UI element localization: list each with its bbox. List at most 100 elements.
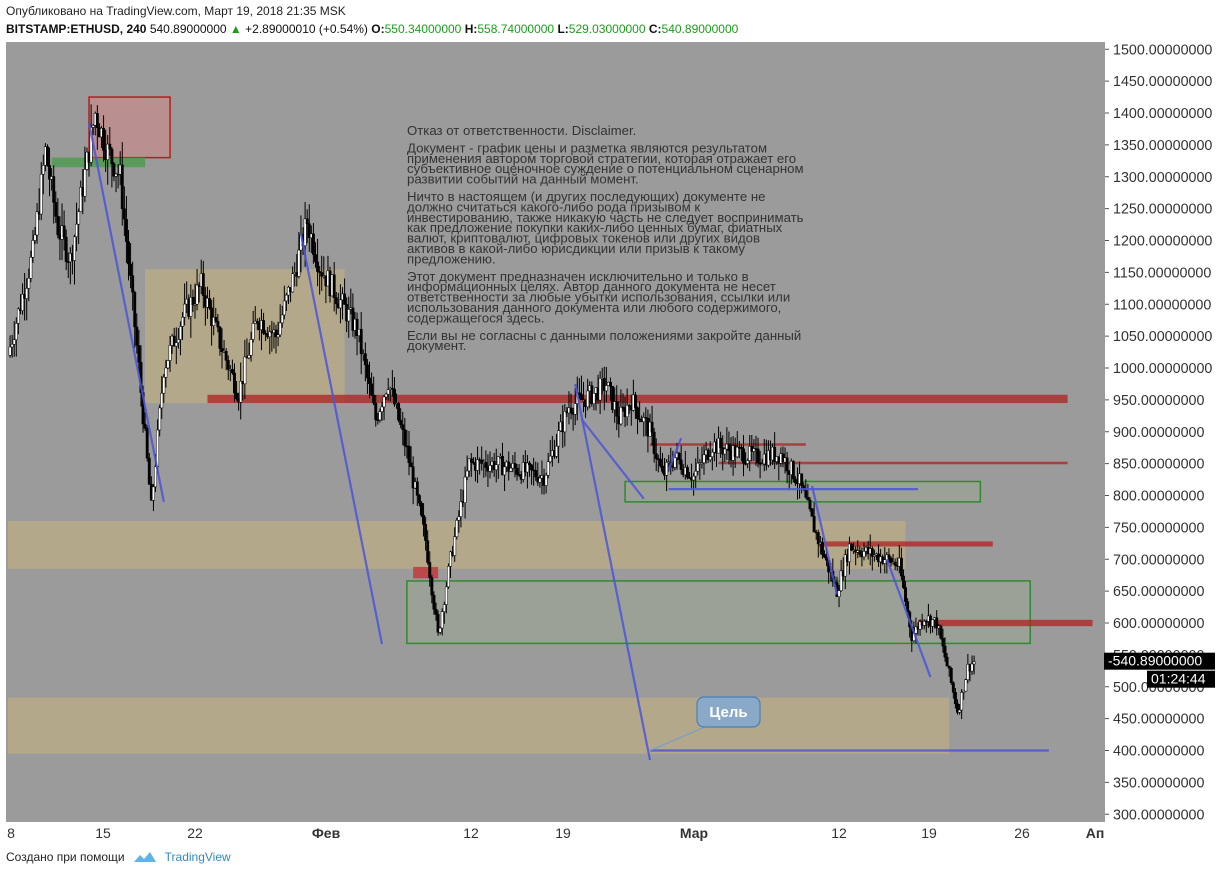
candle [598, 371, 602, 415]
candle [515, 463, 519, 481]
candle [120, 142, 124, 226]
candle [311, 223, 315, 264]
candle [127, 229, 130, 281]
candle [525, 454, 529, 489]
candle [970, 655, 974, 675]
candle [14, 317, 18, 357]
trendline-1[interactable] [299, 233, 384, 645]
candle [883, 547, 887, 574]
candle [557, 421, 561, 464]
time-axis[interactable]: 8 15 22 Фев 12 19 Мар 12 19 26 Ап [0, 822, 1231, 844]
candle [224, 348, 228, 371]
x-tick-label: 12 [463, 825, 479, 841]
zone-range-green-5[interactable] [406, 580, 1031, 645]
close-value: 540.89000000 [661, 22, 739, 36]
trendline-2[interactable] [574, 383, 652, 761]
candle [21, 283, 24, 315]
candle [316, 238, 320, 287]
candle [195, 269, 199, 311]
plot-area[interactable] [6, 42, 1105, 822]
candle [216, 313, 220, 333]
candle [935, 610, 939, 636]
candle [390, 370, 394, 397]
candle [112, 162, 116, 182]
y-tick-label: 1350.00000000 [1113, 138, 1212, 154]
zone-range-4[interactable] [8, 697, 950, 754]
price-axis[interactable]: 1500.00000000 1450.00000000 1400.00000000 1… [1104, 42, 1231, 823]
candle [839, 559, 843, 592]
candle [945, 652, 949, 667]
zone-resistance-line-10[interactable] [818, 541, 993, 547]
close-label: C: [648, 22, 662, 36]
footer: Создано при помощи TradingView [6, 850, 231, 864]
candle [823, 550, 826, 559]
ohlc-legend: BITSTAMP:ETHUSD, 240 540.89000000 ▲ +2.8… [6, 22, 738, 36]
candle [480, 446, 484, 471]
zone-small-red-12[interactable] [413, 566, 439, 579]
candle [276, 321, 280, 347]
candle [332, 261, 336, 312]
candle [870, 546, 874, 571]
candle [459, 488, 463, 528]
candle [249, 331, 253, 362]
tradingview-link[interactable]: TradingView [164, 850, 231, 864]
published-caption: Опубликовано на TradingView.com, Март 19… [6, 4, 346, 18]
candle [255, 318, 259, 331]
candle [432, 591, 436, 615]
disclaimer-line: применения автором торговой стратегии, к… [407, 151, 796, 166]
candle [843, 549, 847, 590]
target-callout[interactable]: Цель [649, 696, 761, 752]
candle [943, 637, 947, 662]
candle [181, 312, 184, 340]
candle [546, 452, 550, 479]
candle [66, 252, 70, 279]
zone-resistance-line-11[interactable] [918, 619, 1093, 627]
trendline-5[interactable] [667, 437, 683, 471]
candle [151, 483, 155, 512]
candle [960, 689, 964, 720]
y-tick-label: 400.00000000 [1113, 744, 1204, 760]
candle [25, 278, 29, 321]
candle [54, 191, 58, 223]
candle [133, 290, 137, 348]
candle [642, 412, 646, 437]
candle [166, 359, 170, 370]
candle [509, 463, 513, 473]
x-tick-label: Фев [312, 825, 341, 841]
disclaimer-line: инвестированию, также никакую часть не с… [407, 210, 804, 225]
candle [677, 451, 681, 465]
candle [374, 394, 378, 427]
candle [106, 135, 110, 185]
candle [941, 628, 945, 653]
high-label: H: [464, 22, 478, 36]
disclaimer-line: развитии событий на данный момент. [407, 172, 639, 187]
candle [455, 517, 459, 540]
candle [73, 234, 76, 285]
zone-resistance-line-9[interactable] [718, 461, 1068, 465]
disclaimer-line: ответственности за любые убытки использо… [407, 290, 790, 305]
candle [723, 447, 727, 463]
trendline-3[interactable] [580, 418, 645, 500]
zone-support-line-1[interactable] [51, 157, 146, 168]
candle [359, 312, 363, 375]
candle [503, 461, 507, 492]
candle [386, 378, 390, 401]
candle [434, 602, 438, 621]
disclaimer-line: Этот документ предназначен исключительно… [407, 269, 749, 284]
candle [35, 203, 39, 244]
trendline-0[interactable] [87, 122, 165, 503]
candle [534, 461, 538, 481]
candle [592, 393, 596, 411]
trendline-7[interactable] [885, 558, 932, 678]
trendline-6[interactable] [810, 485, 839, 595]
candle [129, 243, 133, 289]
candle [665, 459, 669, 492]
x-tick-label: Ап [1086, 825, 1105, 841]
x-tick-label: 19 [921, 825, 937, 841]
candle [685, 464, 689, 480]
y-tick-label: 650.00000000 [1113, 584, 1204, 600]
zone-resistance-line-7[interactable] [207, 394, 1068, 404]
candle [436, 610, 440, 636]
candle [291, 266, 295, 293]
